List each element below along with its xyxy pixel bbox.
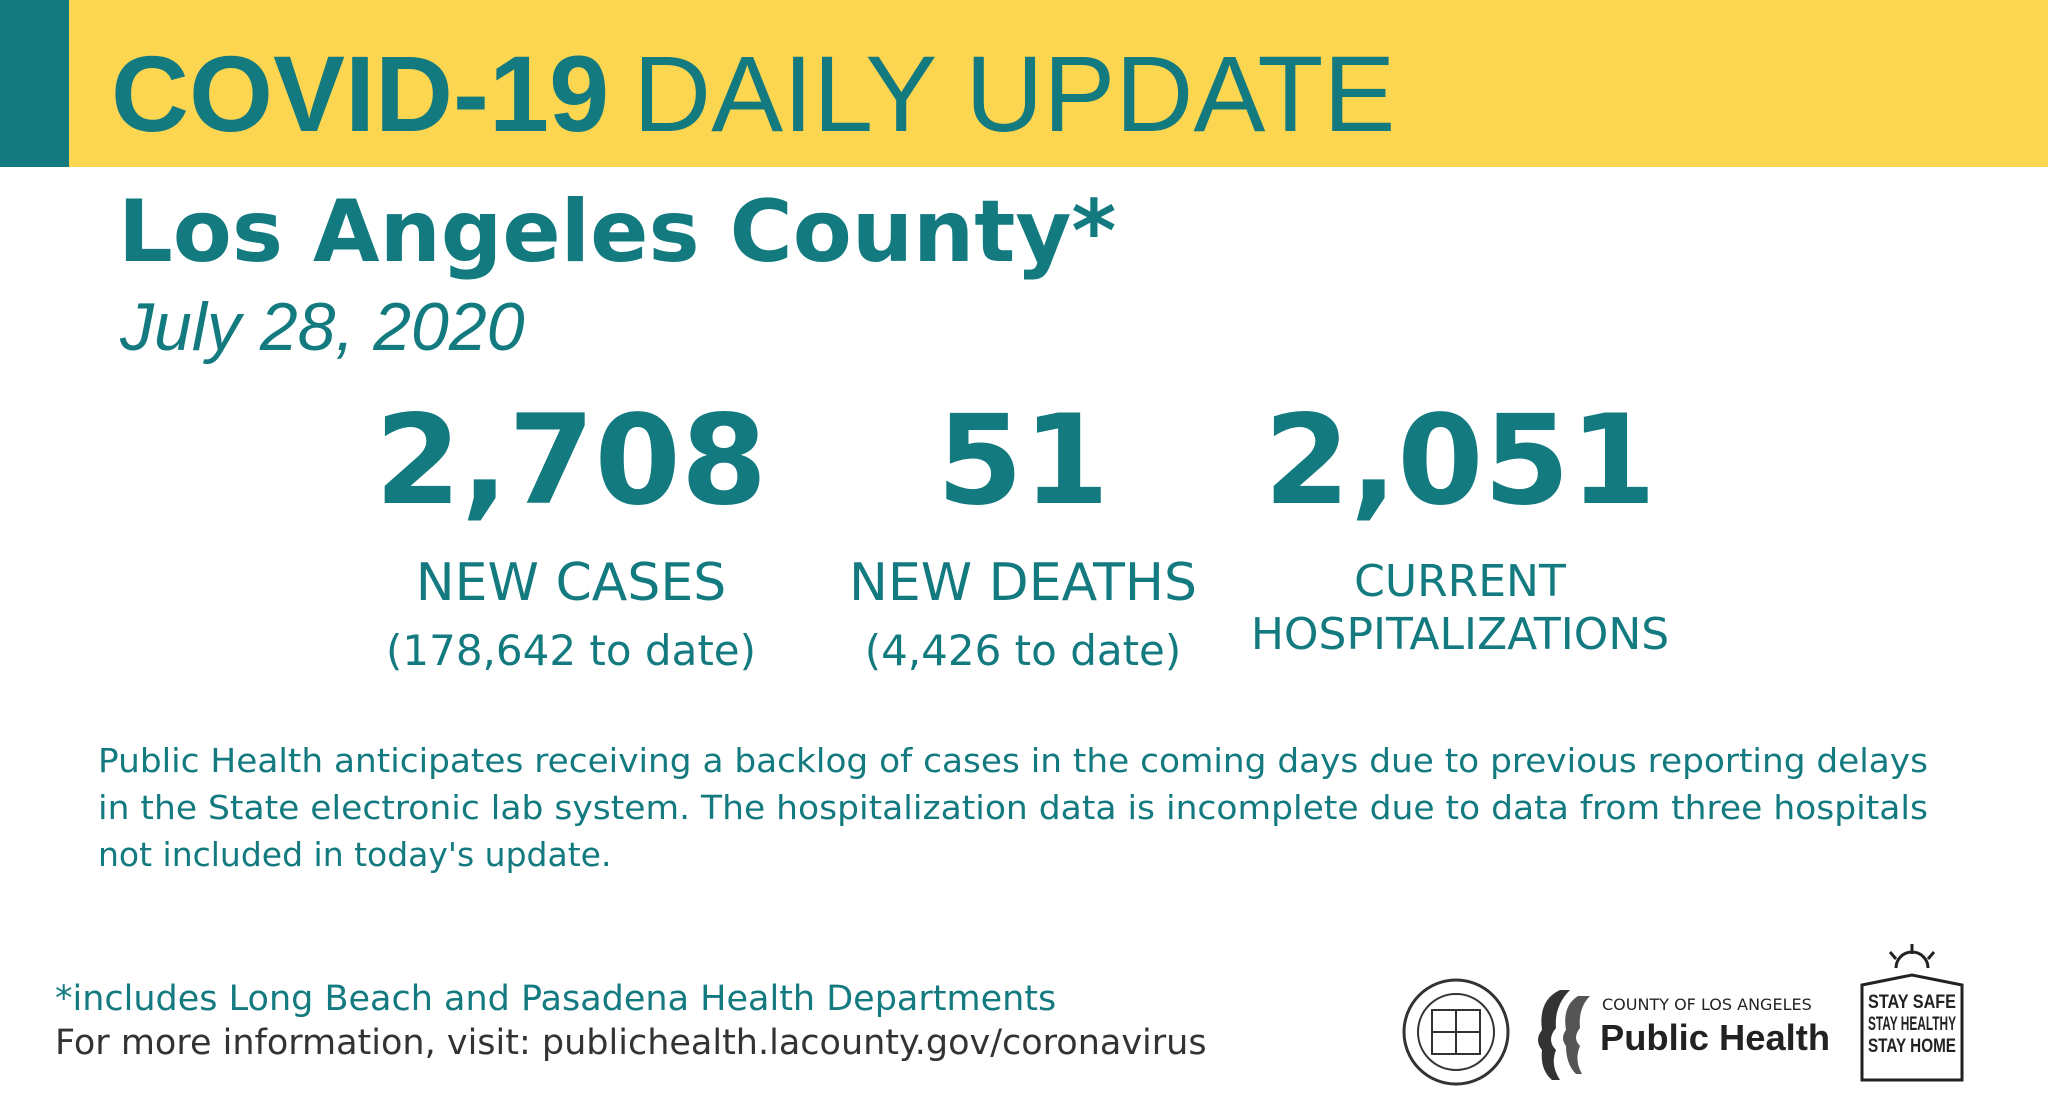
dept-small: COUNTY OF LOS ANGELES <box>1602 995 1812 1014</box>
stat-label: NEW DEATHS <box>849 553 1197 613</box>
info: For more information, visit: publichealt… <box>55 1023 1207 1063</box>
stat-value: 2,051 <box>1264 389 1656 533</box>
public-health-logo: COUNTY OF LOS ANGELES Public Health <box>1538 990 1830 1080</box>
stat-sublabel: (178,642 to date) <box>386 626 756 675</box>
title: COVID-19 DAILY UPDATE <box>111 33 1395 154</box>
note-line: not included in today's update. <box>98 835 611 874</box>
county-seal <box>1402 978 1510 1086</box>
footnote: *includes Long Beach and Pasadena Health… <box>55 979 1056 1019</box>
stat-sublabel: (4,426 to date) <box>865 626 1182 675</box>
subtitle: Los Angeles County* <box>118 182 1116 282</box>
stay-line: STAY HOME <box>1868 1036 1956 1057</box>
date: July 28, 2020 <box>119 289 525 365</box>
stay-line: STAY SAFE <box>1868 992 1956 1013</box>
note-line: in the State electronic lab system. The … <box>98 788 1928 827</box>
stat-label: CURRENT <box>1354 556 1566 607</box>
title-bold: COVID-19 <box>111 33 609 154</box>
header-accent <box>0 0 69 167</box>
note: Public Health anticipates receiving a ba… <box>98 741 1928 874</box>
stat-value: 51 <box>937 389 1110 533</box>
title-rest: DAILY UPDATE <box>633 33 1395 154</box>
dept-big: Public Health <box>1600 1017 1830 1058</box>
header-band <box>0 0 2048 167</box>
stat-label: NEW CASES <box>416 553 726 613</box>
stat-label: HOSPITALIZATIONS <box>1251 609 1669 660</box>
stats: 2,708 NEW CASES (178,642 to date) 51 NEW DEA… <box>375 389 1669 675</box>
note-line: Public Health anticipates receiving a ba… <box>98 741 1928 780</box>
stay-line: STAY HEALTHY <box>1868 1014 1956 1035</box>
stat-value: 2,708 <box>375 389 767 533</box>
